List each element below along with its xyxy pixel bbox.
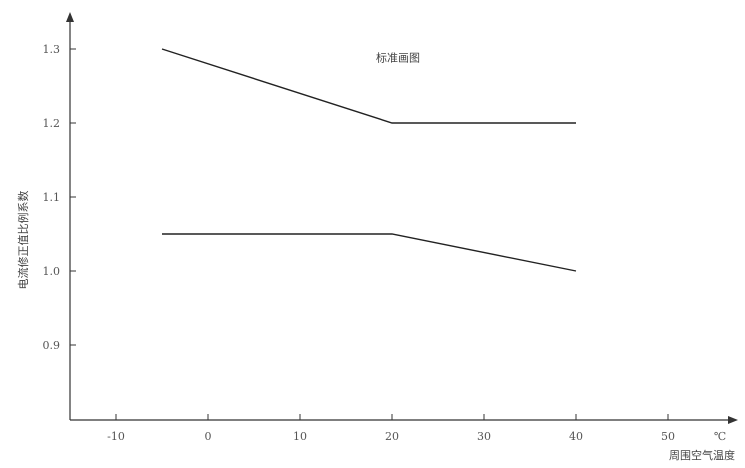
x-tick-label: 50: [661, 430, 675, 443]
x-tick-label: 40: [569, 430, 583, 443]
y-tick-label: 1.1: [43, 191, 61, 204]
x-tick-label: 10: [293, 430, 307, 443]
y-axis-arrow: [66, 12, 74, 22]
x-tick-label: 30: [477, 430, 491, 443]
y-tick-label: 1.2: [43, 117, 61, 130]
x-tick-label: -10: [107, 430, 125, 443]
x-tick-label: 20: [385, 430, 399, 443]
annotation-label: 标准画图: [376, 50, 420, 64]
labels-layer: -10 0 10 20 30 40 50 0.9 1.0 1.1 1.2 1.3 ℃ 周围空气温度 电流修正…: [16, 43, 735, 462]
y-axis-title: 电流修正值比例系数: [16, 191, 30, 290]
axes: [66, 12, 738, 424]
y-tick-label: 1.3: [43, 43, 61, 56]
y-tick-label: 1.0: [43, 265, 61, 278]
x-axis-title: 周围空气温度: [669, 448, 735, 462]
series-line-2: [162, 233, 577, 272]
series-line-1: [161, 48, 576, 124]
x-tick-label: 0: [205, 430, 212, 443]
series-layer: [161, 48, 577, 272]
y-tick-label: 0.9: [43, 339, 61, 352]
x-axis-arrow: [728, 416, 738, 424]
x-axis-unit: ℃: [714, 430, 726, 443]
